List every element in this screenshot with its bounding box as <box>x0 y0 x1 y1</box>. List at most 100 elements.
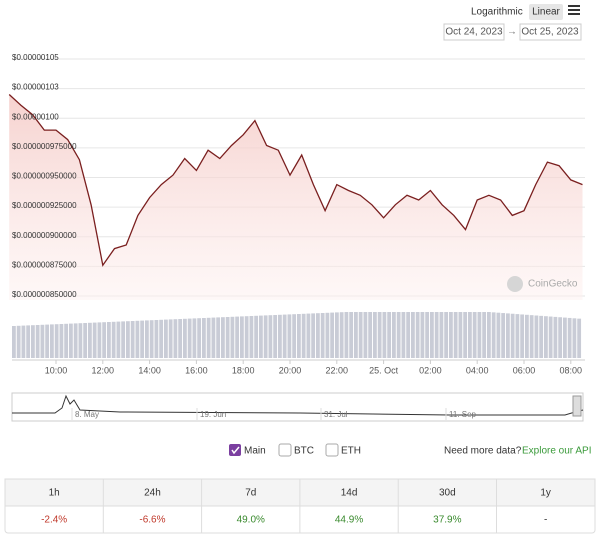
volume-bar <box>107 322 111 358</box>
volume-bar <box>183 318 187 358</box>
volume-bar <box>235 316 240 358</box>
volume-bar <box>154 320 159 358</box>
y-tick-label: $0.000000900000 <box>12 231 77 240</box>
volume-bar <box>525 314 529 358</box>
volume-bar <box>468 312 472 358</box>
volume-bar <box>534 315 539 358</box>
date-from[interactable]: Oct 24, 2023 <box>445 27 503 38</box>
api-link[interactable]: Explore our API <box>522 446 591 457</box>
date-input[interactable] <box>519 23 582 41</box>
volume-bar <box>373 312 377 358</box>
checkbox-checked[interactable] <box>229 444 241 456</box>
volume-bar <box>149 320 154 358</box>
volume-bar <box>330 312 335 358</box>
volume-bar <box>240 316 244 358</box>
table-value: 44.9% <box>335 515 363 526</box>
volume-bar <box>311 313 316 358</box>
linear-option[interactable]: Linear <box>532 7 560 18</box>
x-tick-label: 16:00 <box>185 365 208 375</box>
x-tick-label: 02:00 <box>419 365 442 375</box>
y-tick-label: $0.000000925000 <box>12 201 77 210</box>
arrow: → <box>507 27 517 38</box>
volume-bar <box>472 312 477 358</box>
volume-bar <box>335 312 339 358</box>
navigator-label: 11. Sep <box>449 410 477 419</box>
checkbox[interactable] <box>325 443 339 457</box>
volume-bar <box>12 326 16 358</box>
volume-bar <box>69 323 73 358</box>
volume-bar <box>54 324 59 358</box>
legend-eth[interactable]: ETH <box>341 446 361 457</box>
volume-bar <box>558 317 563 358</box>
navigator-line <box>12 394 584 416</box>
watermark-logo <box>507 276 523 292</box>
volume-bar <box>382 312 387 358</box>
y-tick-label: $0.000000850000 <box>12 290 77 299</box>
volume-bar <box>59 324 64 358</box>
legend-main[interactable]: Main <box>244 446 266 457</box>
menu-icon[interactable] <box>568 5 580 15</box>
navigator-label: 8. May <box>75 410 99 419</box>
volume-bar <box>187 318 192 358</box>
checkbox[interactable] <box>278 443 292 457</box>
volume-bar <box>463 312 468 358</box>
volume-bar <box>259 315 263 358</box>
x-tick-label: 08:00 <box>560 365 583 375</box>
volume-bar <box>268 315 273 358</box>
volume-bar <box>206 317 211 358</box>
volume-bar <box>434 312 439 358</box>
navigator-label: 19. Jun <box>200 410 226 419</box>
navigator[interactable] <box>11 392 584 422</box>
volume-bar <box>64 323 69 358</box>
table-value: - <box>544 515 547 526</box>
volume-bar <box>506 313 510 358</box>
volume-bar <box>406 312 411 358</box>
table-value: 37.9% <box>433 515 461 526</box>
volume-bar <box>297 314 301 358</box>
volume-bar <box>244 316 249 358</box>
x-tick-label: 06:00 <box>513 365 536 375</box>
x-tick-label: 14:00 <box>138 365 161 375</box>
volume-bar <box>354 312 358 358</box>
volume-bar <box>510 313 515 358</box>
volume-bar <box>496 312 501 358</box>
volume-bar <box>363 312 368 358</box>
volume-bar <box>320 313 325 358</box>
volume-bar <box>192 318 197 358</box>
volume-bar <box>458 312 463 358</box>
volume-bar <box>16 325 21 358</box>
volume-bar <box>577 318 582 358</box>
volume-bar <box>358 312 363 358</box>
x-tick-label: 18:00 <box>232 365 255 375</box>
table-value: -2.4% <box>41 515 67 526</box>
volume-bar <box>273 315 278 358</box>
y-tick-label: $0.00000100 <box>12 112 59 121</box>
check <box>231 446 240 455</box>
log-option[interactable]: Logarithmic <box>471 7 523 18</box>
volume-bar <box>301 313 306 358</box>
date-to[interactable]: Oct 25, 2023 <box>521 27 579 38</box>
volume-bar <box>420 312 425 358</box>
volume-bar <box>278 314 282 358</box>
volume-bar <box>539 315 544 358</box>
volume-bar <box>50 324 54 358</box>
volume-bar <box>377 312 382 358</box>
price-line <box>8 94 583 267</box>
volume-bar <box>164 319 168 358</box>
volume-bar <box>411 312 415 358</box>
volume-bar <box>73 323 78 358</box>
navigator-label: 31. Jul <box>324 410 348 419</box>
navigator-handle[interactable] <box>572 395 582 417</box>
date-input[interactable] <box>443 23 505 41</box>
volume-bar <box>83 323 88 358</box>
x-tick-label: 22:00 <box>326 365 349 375</box>
table-value: -6.6% <box>139 515 165 526</box>
linear-button[interactable] <box>529 4 563 20</box>
volume-bar <box>401 312 406 358</box>
volume-bar <box>88 322 92 358</box>
volume-bar <box>349 312 354 358</box>
legend-btc[interactable]: BTC <box>294 446 314 457</box>
y-tick-label: $0.000000975000 <box>12 142 77 151</box>
y-tick-label: $0.000000950000 <box>12 172 77 181</box>
volume-bar <box>553 316 558 358</box>
